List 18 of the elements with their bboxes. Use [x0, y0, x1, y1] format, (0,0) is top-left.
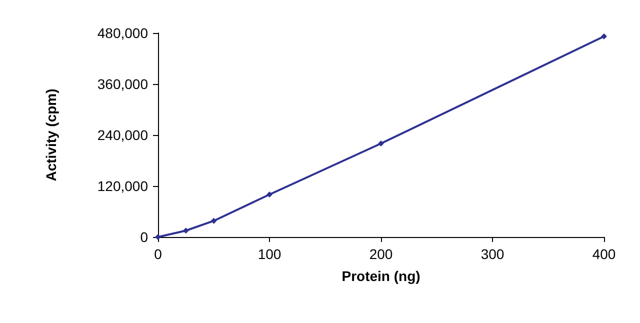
y-axis-title: Activity (cpm)	[43, 88, 59, 182]
point	[182, 228, 189, 234]
y-tick-label: 120,000	[97, 178, 148, 194]
y-tick-label: 480,000	[97, 25, 148, 41]
x-tick-label: 300	[480, 246, 504, 262]
x-tick-label: 200	[369, 246, 393, 262]
point	[210, 218, 217, 224]
point	[266, 192, 272, 198]
x-tick-label: 0	[154, 246, 162, 262]
x-tick-label: 100	[258, 246, 282, 262]
point	[378, 140, 384, 146]
y-tick-label: 360,000	[97, 76, 148, 92]
x-axis-title: Protein (ng)	[342, 268, 420, 284]
point	[601, 33, 607, 40]
y-tick-label: 0	[140, 229, 148, 245]
point	[155, 234, 161, 240]
y-tick-label: 240,000	[97, 127, 148, 143]
x-tick-label: 400	[592, 246, 616, 262]
